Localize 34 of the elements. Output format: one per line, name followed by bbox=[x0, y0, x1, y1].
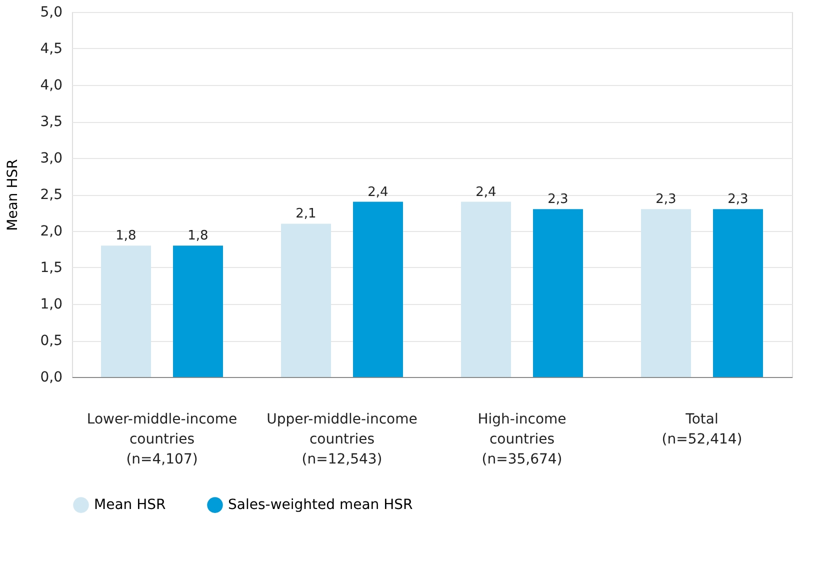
y-tick-label: 1,5 bbox=[40, 260, 62, 276]
bar bbox=[281, 224, 331, 377]
legend-label: Sales-weighted mean HSR bbox=[228, 497, 414, 514]
y-tick-label: 2,0 bbox=[40, 224, 62, 240]
data-label: 2,4 bbox=[476, 184, 496, 200]
bar bbox=[641, 209, 691, 377]
data-label: 2,1 bbox=[296, 206, 316, 222]
data-label: 2,3 bbox=[728, 192, 748, 208]
data-label: 1,8 bbox=[116, 228, 136, 244]
bar bbox=[173, 246, 223, 377]
y-tick-label: 0,5 bbox=[40, 333, 62, 349]
y-tick-label: 3,5 bbox=[40, 114, 62, 130]
x-tick-label: Total (n=52,414) bbox=[662, 412, 742, 448]
data-label: 2,4 bbox=[368, 184, 388, 200]
y-tick-label: 4,0 bbox=[40, 78, 62, 94]
y-tick-label: 3,0 bbox=[40, 150, 62, 166]
y-axis-title: Mean HSR bbox=[5, 158, 22, 231]
legend-label: Mean HSR bbox=[94, 497, 166, 514]
data-label: 1,8 bbox=[188, 228, 208, 244]
y-tick-label: 1,0 bbox=[40, 296, 62, 312]
x-tick-label: High-income countries (n=35,674) bbox=[478, 412, 566, 468]
y-tick-label: 5,0 bbox=[40, 4, 62, 20]
bar bbox=[713, 209, 763, 377]
bar bbox=[461, 202, 511, 377]
bar bbox=[353, 202, 403, 377]
x-tick-label: Lower-middle-income countries (n=4,107) bbox=[86, 412, 238, 468]
y-tick-label: 4,5 bbox=[40, 41, 62, 57]
data-label: 2,3 bbox=[656, 192, 676, 208]
bar bbox=[101, 246, 151, 377]
x-tick-label: Upper-middle-income countries (n=12,543) bbox=[266, 412, 418, 468]
data-label: 2,3 bbox=[548, 192, 568, 208]
y-tick-label: 0,0 bbox=[40, 370, 62, 386]
y-tick-label: 2,5 bbox=[40, 187, 62, 203]
bar bbox=[533, 209, 583, 377]
